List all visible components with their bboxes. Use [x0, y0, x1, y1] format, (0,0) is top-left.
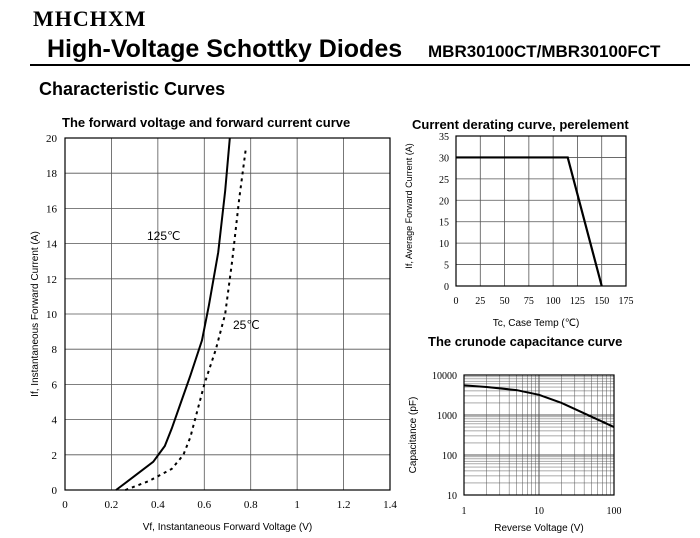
series-label-125c: 125℃ — [147, 229, 181, 243]
x-tick-label: 100 — [607, 506, 622, 517]
y-tick-label: 6 — [52, 379, 58, 391]
brand-logo: MHCHXM — [33, 6, 147, 31]
derating-chart-title: Current derating curve, perelement — [412, 117, 629, 132]
x-axis-title: Tc, Case Temp (℃) — [493, 318, 580, 329]
x-tick-label: 0.2 — [105, 499, 119, 511]
x-tick-label: 175 — [619, 296, 634, 307]
y-tick-label: 16 — [46, 203, 58, 215]
x-tick-label: 0 — [454, 296, 459, 307]
y-tick-label: 5 — [444, 261, 449, 272]
section-title: Characteristic Curves — [39, 79, 226, 99]
x-tick-label: 25 — [475, 296, 485, 307]
y-tick-label: 2 — [52, 450, 58, 462]
x-axis-title: Reverse Voltage (V) — [494, 523, 584, 534]
x-tick-label: 0.8 — [244, 499, 258, 511]
x-tick-label: 125 — [570, 296, 585, 307]
y-tick-label: 10 — [439, 239, 449, 250]
x-tick-label: 150 — [594, 296, 609, 307]
y-tick-label: 14 — [46, 239, 58, 251]
derating-chart: 0 25 50 75 100 125 150 175 0 5 10 15 20 25 30 35 Tc, Cas… — [404, 132, 634, 329]
y-tick-label: 25 — [439, 175, 449, 186]
y-tick-label: 20 — [46, 133, 58, 145]
x-tick-label: 0 — [62, 499, 68, 511]
x-axis-title: Vf, Instantaneous Forward Voltage (V) — [143, 522, 313, 533]
y-tick-label: 20 — [439, 196, 449, 207]
x-tick-label: 0.4 — [151, 499, 165, 511]
series-line — [463, 384, 615, 428]
x-tick-label: 1.4 — [383, 499, 397, 511]
forward-chart-title: The forward voltage and forward current … — [62, 115, 351, 130]
y-axis-title: If, Average Forward Current (A) — [404, 143, 414, 268]
plot-frame — [64, 137, 391, 491]
x-tick-label: 75 — [524, 296, 534, 307]
y-tick-label: 10000 — [432, 371, 457, 382]
y-tick-label: 8 — [52, 344, 58, 356]
y-tick-label: 35 — [439, 132, 449, 143]
x-tick-label: 100 — [546, 296, 561, 307]
y-tick-label: 15 — [439, 218, 449, 229]
y-axis-title: Capacitance (pF) — [408, 397, 419, 474]
series-line — [125, 146, 248, 491]
y-tick-label: 10 — [46, 309, 58, 321]
x-tick-label: 1 — [462, 506, 467, 517]
plot-frame — [463, 374, 615, 496]
x-tick-label: 10 — [534, 506, 544, 517]
y-tick-label: 12 — [46, 274, 57, 286]
y-tick-label: 4 — [52, 415, 58, 427]
part-number: MBR30100CT/MBR30100FCT — [428, 42, 661, 61]
header-divider — [30, 64, 690, 66]
capacitance-chart: 1 10 100 10 100 1000 10000 Reverse Voltage (V) C… — [408, 371, 622, 534]
page-title: High-Voltage Schottky Diodes — [47, 35, 403, 63]
y-tick-label: 0 — [444, 282, 449, 293]
y-tick-label: 10 — [447, 491, 457, 502]
y-tick-label: 18 — [46, 168, 58, 180]
y-axis-title: If, Instantaneous Forward Current (A) — [30, 231, 41, 397]
y-tick-label: 100 — [442, 451, 457, 462]
capacitance-chart-title: The crunode capacitance curve — [428, 334, 623, 349]
x-tick-label: 50 — [500, 296, 510, 307]
plot-frame — [455, 135, 627, 287]
series-label-25c: 25℃ — [233, 318, 260, 332]
x-tick-label: 1.2 — [337, 499, 351, 511]
x-tick-label: 1 — [294, 499, 300, 511]
y-tick-label: 0 — [52, 485, 58, 497]
x-tick-label: 0.6 — [197, 499, 211, 511]
series-line — [456, 156, 603, 287]
forward-chart: 0 0.2 0.4 0.6 0.8 1 1.2 1.4 0 2 4 6 8 10 12 14 16 18 20 125… — [30, 133, 397, 533]
y-tick-label: 30 — [439, 153, 449, 164]
series-line — [115, 137, 231, 491]
y-tick-label: 1000 — [437, 411, 457, 422]
